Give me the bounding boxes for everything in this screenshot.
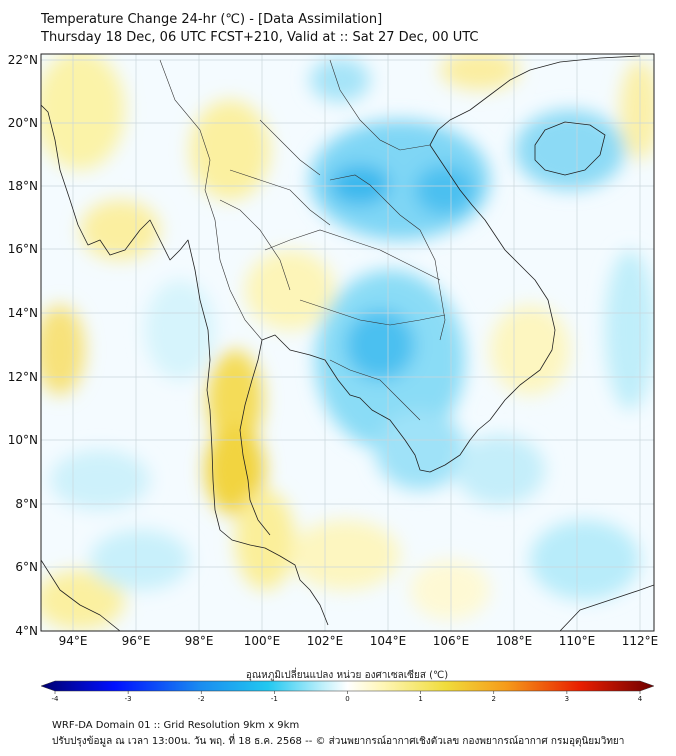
colorbar-tick-label: -1 [271, 695, 278, 703]
lat-label: 18°N [8, 179, 38, 193]
lat-label: 20°N [8, 116, 38, 130]
lon-label: 104°E [370, 634, 407, 648]
graticule [41, 54, 654, 631]
lon-label: 98°E [185, 634, 214, 648]
lat-label: 8°N [15, 497, 38, 511]
lat-label: 12°N [8, 370, 38, 384]
lon-label: 108°E [496, 634, 533, 648]
lon-label: 112°E [622, 634, 659, 648]
lat-label: 10°N [8, 433, 38, 447]
colorbar-tick-label: 1 [418, 695, 422, 703]
lon-axis: 94°E 96°E 98°E 100°E 102°E 104°E 106°E 1… [59, 634, 659, 648]
lon-label: 106°E [433, 634, 470, 648]
lat-label: 14°N [8, 306, 38, 320]
map-subtitle: Thursday 18 Dec, 06 UTC FCST+210, Valid … [41, 30, 479, 45]
lat-label: 22°N [8, 53, 38, 67]
map-title: Temperature Change 24-hr (℃) - [Data Ass… [41, 12, 383, 27]
colorbar [40, 680, 655, 692]
footer-credit: ปรับปรุงข้อมูล ณ เวลา 13:00น. วัน พฤ. ที… [52, 736, 625, 747]
lat-label: 16°N [8, 242, 38, 256]
map-frame [40, 53, 655, 632]
colorbar-tick-label: 0 [345, 695, 349, 703]
lat-axis: 22°N 20°N 18°N 16°N 14°N 12°N 10°N 8°N 6… [8, 53, 38, 638]
colorbar-tick-label: -4 [52, 695, 60, 703]
colorbar-ticks: -4 -3 -2 -1 0 1 2 3 4 [52, 691, 643, 703]
lon-label: 96°E [122, 634, 151, 648]
colorbar-tick-label: -3 [125, 695, 132, 703]
colorbar-tick-label: 4 [638, 695, 643, 703]
colorbar-tick-label: -2 [198, 695, 205, 703]
lon-label: 94°E [59, 634, 88, 648]
lat-label: 4°N [15, 624, 38, 638]
temperature-field [41, 54, 654, 631]
coastlines [41, 55, 654, 631]
colorbar-tick-label: 3 [565, 695, 569, 703]
admin-borders [159, 59, 446, 421]
lon-label: 102°E [307, 634, 344, 648]
lat-label: 6°N [15, 560, 38, 574]
lon-label: 100°E [244, 634, 281, 648]
lon-label: 110°E [559, 634, 596, 648]
colorbar-label: อุณหภูมิเปลี่ยนแปลง หน่วย องศาเซลเซียส (… [246, 667, 448, 681]
footer-model-info: WRF-DA Domain 01 :: Grid Resolution 9km … [52, 720, 300, 731]
colorbar-tick-label: 2 [492, 695, 496, 703]
